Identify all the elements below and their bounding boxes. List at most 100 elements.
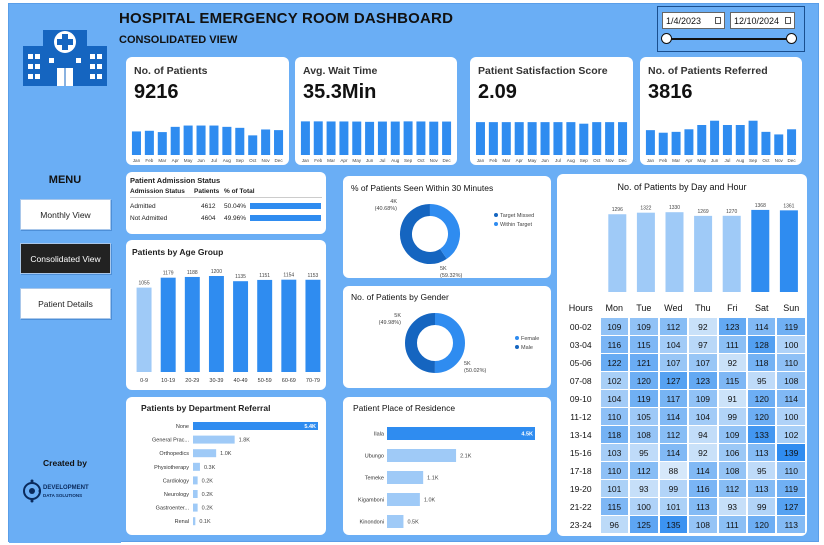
heatmap-cell: 113 [748,480,776,497]
kpi-tick-label: Jan [647,158,655,163]
bar [387,471,424,484]
bar [387,493,420,506]
kpi-tick-label: Aug [391,158,400,163]
kpi-title: No. of Patients [134,65,208,77]
heatmap-cell: 93 [630,480,658,497]
heatmap-row: 05-06 122 121 107 107 92 118 110 [563,354,805,371]
heatmap-cell: 125 [630,516,658,533]
heatmap-cell: 116 [600,336,629,353]
kpi-tick-label: Aug [736,158,745,163]
age-tick-label: 20-29 [185,378,199,384]
kpi-value: 9216 [134,81,179,103]
heatmap-cell: 113 [689,498,717,515]
residence-chart: Ilala 4.5K Ubungo 2.1K Temeke 1.1K Kigamboni 1.… [358,427,535,528]
admission-title: Patient Admission Status [130,176,221,185]
heatmap-row: 13-14 118 108 112 94 109 133 102 [563,426,805,443]
end-date-value: 12/10/2024 [734,16,780,26]
kpi-card-patients: No. of Patients 9216 Jan Feb Mar Apr May Jun J… [126,57,289,165]
kpi-bar [339,121,349,155]
kpi-tick-label: Oct [762,158,770,163]
kpi-tick-label: Jun [541,158,549,163]
heatmap-cell: 139 [777,444,805,461]
day-bar [665,212,684,292]
heatmap-cell: 109 [718,426,747,443]
heatmap-cell: 96 [600,516,629,533]
heatmap-row-label: 23-24 [569,519,592,530]
bar-data-label: 0.5K [407,520,419,526]
kpi-bar [527,122,537,155]
bar [193,503,198,512]
bar-category-label: Temeke [365,476,384,482]
kpi-bar [605,122,615,155]
kpi-tick-label: Sep [404,158,413,163]
kpi-tick-label: Feb [314,158,322,163]
kpi-bar [390,121,400,155]
age-bar [281,279,297,372]
admission-row-pct: 50.04% [224,203,247,210]
heatmap-cell: 110 [600,462,629,479]
heatmap-cell: 112 [659,426,688,443]
kpi-tick-label: Nov [775,158,784,163]
date-slider-end-handle[interactable] [786,33,797,44]
heatmap-cell: 119 [630,390,658,407]
dashboard: MENU Monthly View Consolidated View Pati… [8,3,819,543]
monthly-view-button[interactable]: Monthly View [20,199,111,230]
kpi-tick-label: Feb [145,158,153,163]
legend-label: Female [521,336,539,342]
day-data-label: 1270 [726,209,737,215]
kpi-tick-label: Apr [340,158,348,163]
donut-pct-label: (50.02%) [464,368,486,374]
date-slider-start-handle[interactable] [661,33,672,44]
kpi-bar [326,121,336,155]
start-date-input[interactable]: 1/4/2023 [662,12,725,29]
kpi-bar [684,129,694,155]
kpi-bar [442,121,452,155]
admission-row-pct: 49.96% [224,215,247,222]
kpi-tick-label: May [184,158,193,163]
bar-data-label: 1.0K [220,451,232,457]
bar-category-label: Ubungo [365,454,384,460]
donut-pct-label: (49.98%) [379,320,401,326]
age-data-label: 1179 [163,271,174,277]
heatmap-cell: 123 [689,372,717,389]
heatmap-cell: 110 [777,462,805,479]
day-bar [751,209,770,292]
heatmap-cell: 108 [689,516,717,533]
kpi-tick-label: Jun [711,158,719,163]
age-data-label: 1135 [235,274,246,280]
heatmap-cell: 104 [689,408,717,425]
gender-card: No. of Patients by Gender 5K (49.98%) Fema… [343,286,551,388]
kpi-bar [365,121,375,155]
heatmap-cell: 104 [600,390,629,407]
logo-text-line-1: DEVELOPMENT [43,485,89,491]
heatmap-cell: 114 [659,408,688,425]
end-date-input[interactable]: 12/10/2024 [730,12,795,29]
bar-data-label: 0.2K [202,492,214,498]
heatmap-cell: 122 [600,354,629,371]
heatmap-cell: 112 [630,462,658,479]
heatmap-column-header: Sat [754,303,769,313]
day-bar [722,215,741,292]
heatmap-cell: 127 [659,372,688,389]
admission-row-status: Admitted [130,203,156,210]
hospital-icon [23,30,107,86]
heatmap-cell: 100 [777,408,805,425]
kpi-bar [352,121,362,155]
date-slider-track[interactable] [667,38,793,40]
kpi-bar [403,121,413,155]
kpi-title: No. of Patients Referred [648,65,768,77]
admission-bar [250,215,321,221]
heatmap-cell: 112 [659,318,688,335]
age-data-label: 1188 [187,270,198,276]
heatmap-cell: 109 [689,390,717,407]
heatmap-row-label: 13-14 [569,429,592,440]
heatmap-cell: 101 [600,480,629,497]
legend-marker [515,345,519,349]
heatmap-row-label: 03-04 [569,339,592,350]
consolidated-view-button[interactable]: Consolidated View [20,243,111,274]
heatmap-cell: 100 [777,336,805,353]
day-bar [636,212,655,292]
bar-category-label: Orthopedics [159,451,189,457]
patient-details-button[interactable]: Patient Details [20,288,111,319]
kpi-bar [488,122,498,155]
